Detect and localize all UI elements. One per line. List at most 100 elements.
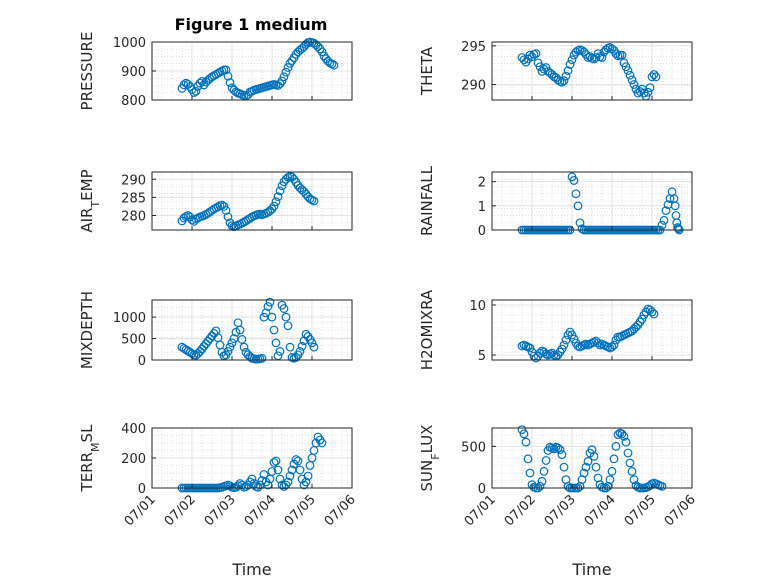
data-point <box>623 66 633 76</box>
data-point <box>561 71 571 81</box>
y-tick-label: 800 <box>121 94 146 109</box>
y-tick-label: 5 <box>478 349 486 364</box>
data-point <box>581 462 591 472</box>
data-point <box>645 83 655 93</box>
panel-row3-left: 0 500 1000 MIXDEPTH <box>78 291 353 369</box>
data-point <box>283 173 293 182</box>
y-tick-label: 0 <box>138 482 146 497</box>
data-point <box>187 215 197 225</box>
data-point <box>283 63 293 72</box>
y-axis-label: PRESSURE <box>78 32 96 111</box>
data-point <box>189 88 199 97</box>
x-tick-label: 07/02 <box>502 492 539 529</box>
data-point <box>657 220 667 230</box>
data-point <box>661 206 671 216</box>
data-point <box>557 77 567 87</box>
panel-top-right: 290 295 THETA <box>418 40 693 101</box>
data-point <box>609 340 619 350</box>
data-point <box>223 71 233 81</box>
data-point <box>275 347 285 356</box>
data-point <box>269 458 279 467</box>
y-tick-label: 500 <box>461 440 486 455</box>
data-point <box>273 465 283 475</box>
x-tick-label: 07/04 <box>582 492 619 529</box>
data-point <box>605 475 615 485</box>
y-tick-label: 0 <box>478 482 486 497</box>
data-point <box>619 431 629 441</box>
data-point <box>625 458 635 468</box>
data-point <box>617 429 627 439</box>
data-point <box>607 466 617 476</box>
x-tick-label: 07/03 <box>202 492 239 529</box>
data-point <box>629 80 639 89</box>
data-point <box>179 80 189 90</box>
data-point <box>643 87 653 97</box>
data-point <box>555 445 565 455</box>
figure-title: Figure 1 medium <box>175 15 328 34</box>
data-point <box>283 477 293 487</box>
data-point <box>261 308 271 318</box>
x-tick-label: 07/01 <box>122 492 159 529</box>
data-point <box>301 477 311 487</box>
data-point <box>297 341 307 351</box>
data-point <box>519 55 529 65</box>
y-tick-label: 290 <box>461 79 486 94</box>
data-point <box>295 465 305 475</box>
data-point <box>611 49 621 58</box>
data-point <box>227 338 237 348</box>
panel-row2-left: 280 285 290 AIRTEMP <box>78 169 353 233</box>
data-point <box>553 443 563 453</box>
y-tick-label: 2 <box>478 176 486 191</box>
axes-box <box>491 427 693 489</box>
data-point <box>291 455 301 464</box>
data-point <box>569 176 579 185</box>
data-point <box>541 456 551 465</box>
axes-box <box>151 299 353 361</box>
data-point <box>271 338 281 348</box>
data-point <box>329 60 339 70</box>
data-point <box>291 353 301 362</box>
data-point <box>521 437 531 447</box>
data-point <box>257 476 267 485</box>
data-point <box>557 450 567 460</box>
data-point <box>269 201 279 211</box>
data-point <box>625 70 635 80</box>
data-point <box>649 309 659 319</box>
data-point <box>317 47 327 57</box>
data-point <box>269 325 279 335</box>
data-point <box>275 186 285 196</box>
data-point <box>607 342 617 352</box>
data-point <box>303 471 313 481</box>
data-point <box>567 55 577 65</box>
data-point <box>519 429 529 439</box>
data-point <box>649 70 659 79</box>
data-point <box>305 461 315 470</box>
panel-bottom-right: 0 500 07/01 07/02 07/03 07/04 07/05 07/06 Time SU… <box>418 425 699 579</box>
data-point <box>225 342 235 352</box>
data-point <box>537 476 547 486</box>
data-point <box>221 65 231 75</box>
data-point <box>223 347 233 356</box>
data-point <box>235 325 245 335</box>
y-tick-label: 10 <box>469 299 486 314</box>
data-point <box>309 342 319 352</box>
data-point <box>517 425 527 435</box>
data-point <box>309 196 319 206</box>
data-point <box>273 192 283 202</box>
data-point <box>583 456 593 466</box>
data-point <box>651 72 661 82</box>
axes-box <box>491 299 693 361</box>
y-tick-label: 0 <box>138 354 146 369</box>
data-point <box>571 189 581 199</box>
data-point <box>247 474 257 484</box>
data-point <box>525 50 535 60</box>
x-tick-label: 07/05 <box>282 492 319 529</box>
data-point <box>559 462 569 472</box>
data-point <box>247 86 257 96</box>
data-point <box>217 66 227 76</box>
data-point <box>523 454 533 464</box>
y-tick-label: 290 <box>121 173 146 188</box>
x-tick-label: 07/01 <box>462 492 499 529</box>
